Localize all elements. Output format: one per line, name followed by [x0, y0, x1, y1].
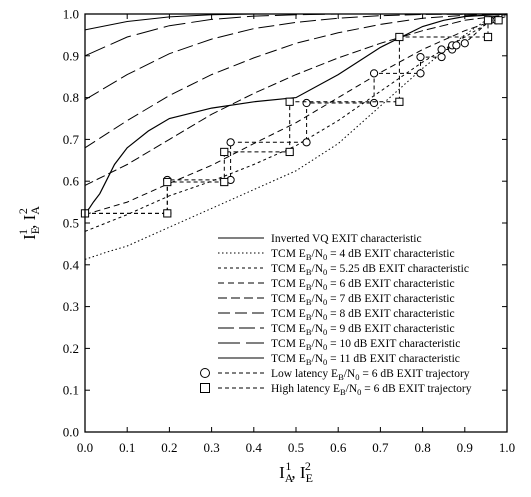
x-tick-label: 0.2: [161, 440, 177, 455]
y-tick-label: 0.7: [63, 132, 80, 147]
trajectory-point-square: [285, 97, 294, 106]
series-line-6: [84, 13, 508, 101]
trajectory-point-square: [163, 209, 172, 218]
trajectory-point-circle: [302, 98, 311, 108]
trajectory-point-square: [163, 177, 172, 187]
legend: Inverted VQ EXIT characteristic TCM EB/N0…: [200, 233, 472, 397]
legend-label: Inverted VQ EXIT characteristic: [271, 233, 422, 245]
y-tick-label: 0.2: [63, 341, 79, 356]
trajectory-point-circle: [437, 45, 446, 54]
axis-ticks: 0.0 0.1 0.2 0.3 0.4 0.5 0.6 0.7 0.8 0.9 1.0 0.0 0.1 0…: [63, 7, 515, 456]
y-tick-label: 0.0: [63, 425, 79, 440]
legend-label: Low latency EB/N0 = 6 dB EXIT trajectory: [271, 368, 470, 382]
legend-marker-circle: [200, 368, 210, 378]
trajectory-point-circle: [369, 69, 379, 78]
legend-label: TCM EB/N0 = 6 dB EXIT characteristic: [271, 278, 455, 292]
series-line-0: [84, 13, 508, 214]
legend-label: TCM EB/N0 = 7 dB EXIT characteristic: [271, 293, 455, 307]
trajectory-point-square: [220, 177, 229, 187]
trajectory-point-circle: [452, 41, 461, 50]
x-tick-label: 0.0: [77, 440, 93, 455]
trajectory-point-square: [395, 97, 404, 106]
x-tick-label: 0.9: [457, 440, 473, 455]
legend-label: TCM EB/N0 = 8 dB EXIT characteristic: [271, 308, 455, 322]
trajectory-point-circle: [226, 138, 235, 147]
trajectory-point-circle: [302, 138, 311, 147]
x-tick-label: 1.0: [499, 440, 515, 455]
legend-label: TCM EB/N0 = 10 dB EXIT characteristic: [271, 338, 460, 352]
legend-label: High latency EB/N0 = 6 dB EXIT trajector…: [271, 383, 472, 397]
x-tick-label: 0.5: [288, 440, 304, 455]
legend-marker-square: [200, 383, 210, 393]
trajectory-point-square: [494, 16, 503, 25]
trajectory-point-square: [285, 147, 294, 157]
trajectory-point-circle: [416, 69, 425, 78]
x-tick-label: 0.3: [203, 440, 219, 455]
y-tick-label: 0.3: [63, 299, 79, 314]
series-line-1: [84, 13, 508, 260]
y-tick-label: 0.1: [63, 383, 79, 398]
x-tick-label: 0.4: [246, 440, 263, 455]
exit-trajectories: [80, 16, 503, 218]
y-tick-label: 0.4: [63, 257, 80, 272]
x-tick-label: 0.6: [330, 440, 347, 455]
y-axis-title: IE1, IA2: [16, 206, 42, 240]
y-tick-label: 0.9: [63, 48, 79, 63]
series-line-5: [84, 13, 508, 149]
y-tick-label: 1.0: [63, 7, 79, 22]
trajectory-point-square: [483, 32, 493, 42]
trajectory-line-1: [85, 19, 499, 214]
trajectory-point-square: [220, 147, 229, 157]
legend-label: TCM EB/N0 = 9 dB EXIT characteristic: [271, 323, 455, 337]
trajectory-point-circle: [369, 98, 379, 108]
x-axis-title: IA1, IE2: [279, 459, 313, 485]
trajectory-point-circle: [437, 52, 446, 62]
series-line-4: [84, 14, 508, 186]
x-tick-label: 0.1: [119, 440, 135, 455]
x-tick-label: 0.7: [372, 440, 389, 455]
legend-label: TCM EB/N0 = 11 dB EXIT characteristic: [271, 353, 460, 367]
legend-label: TCM EB/N0 = 5.25 dB EXIT characteristic: [271, 263, 469, 277]
y-tick-label: 0.6: [63, 174, 80, 189]
trajectory-point-circle: [460, 39, 469, 48]
trajectory-point-circle: [416, 52, 425, 62]
series-line-2: [84, 13, 508, 232]
trajectory-point-square: [395, 32, 404, 42]
legend-label: TCM EB/N0 = 4 dB EXIT characteristic: [271, 248, 455, 262]
y-tick-label: 0.5: [63, 216, 79, 231]
trajectory-point-square: [483, 16, 493, 25]
trajectory-line-0: [85, 19, 497, 214]
y-tick-label: 0.8: [63, 90, 79, 105]
x-tick-label: 0.8: [414, 440, 430, 455]
series-line-3: [84, 15, 508, 216]
